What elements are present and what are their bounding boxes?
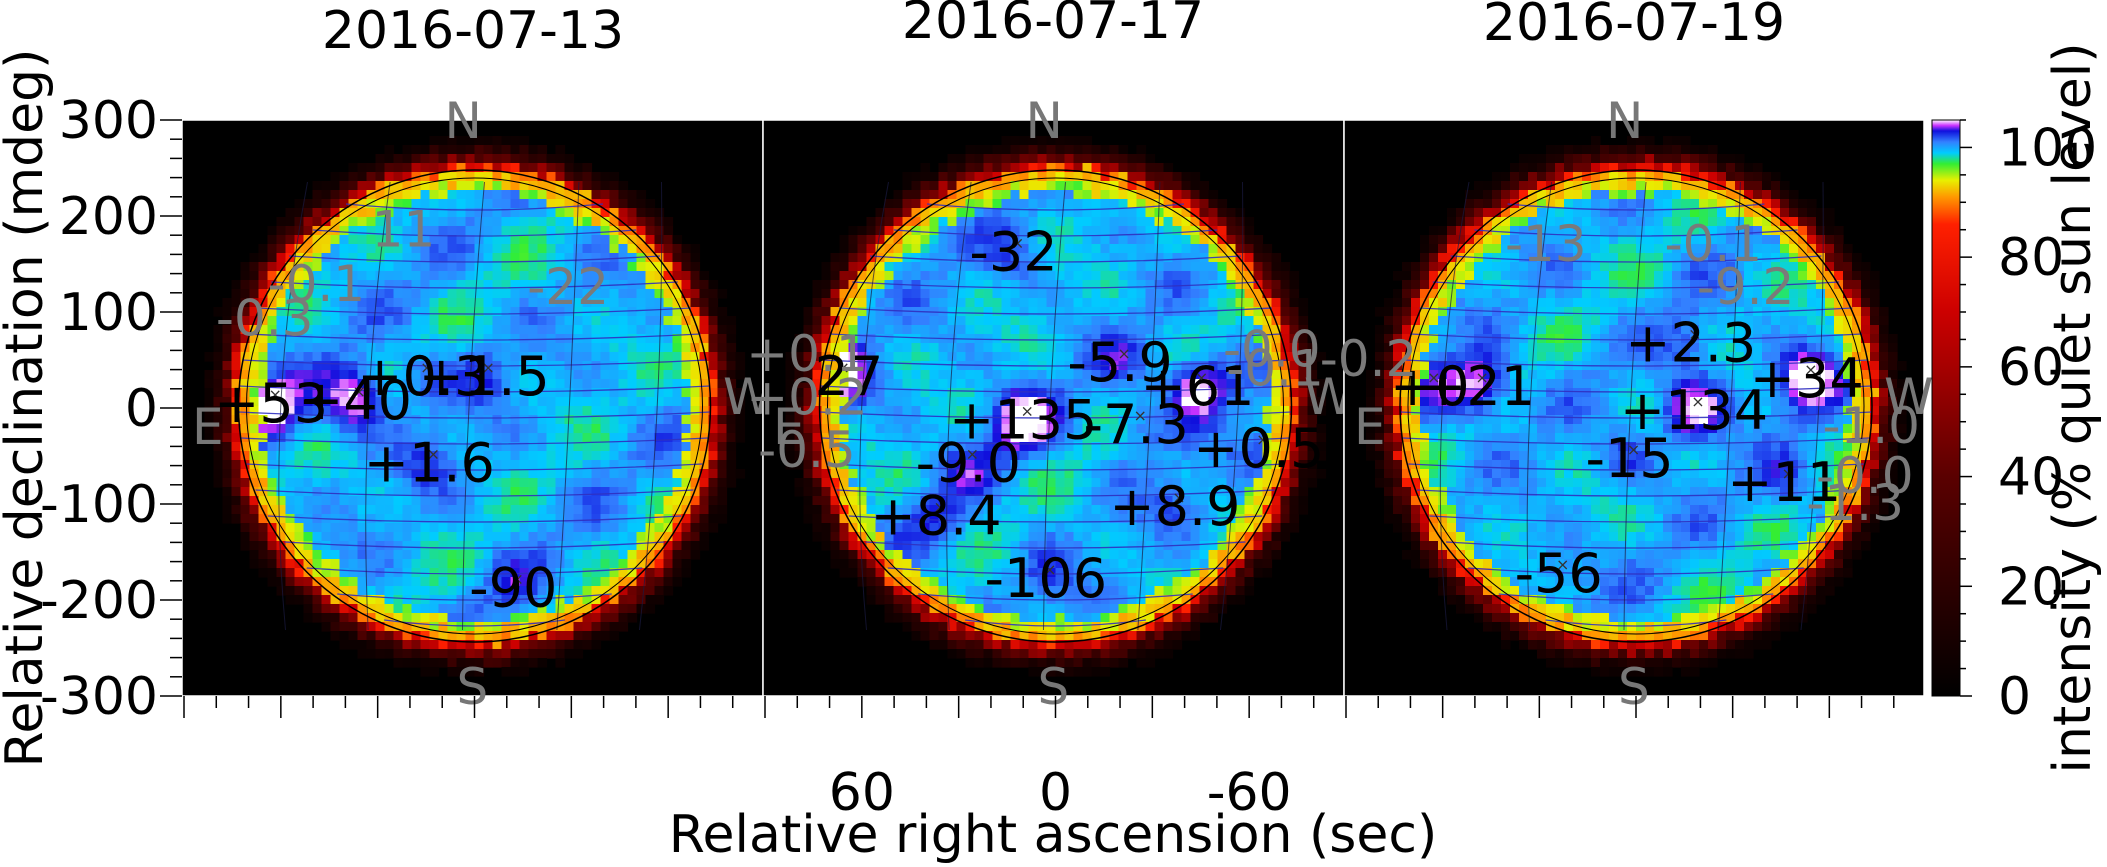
solar-limb	[237, 169, 712, 643]
active-region-label: -9.0	[916, 432, 1021, 495]
compass-label: S	[1038, 658, 1070, 716]
active-region-label: +8.4	[871, 484, 1002, 547]
minor-region-label: -0.0	[1816, 447, 1914, 505]
active-region-label: +61	[1141, 355, 1255, 418]
minor-region-label: -0.0	[1223, 320, 1321, 378]
compass-label: W	[1884, 368, 1933, 426]
active-region-label: +1.5	[419, 345, 550, 408]
y-tick-label: -300	[40, 667, 158, 727]
active-region-label: +40	[298, 369, 412, 432]
svg-text:×: ×	[481, 358, 494, 377]
svg-text:×: ×	[352, 382, 365, 401]
colorbar-tick-label: 0	[1998, 667, 2031, 727]
y-tick-label: 200	[59, 187, 158, 247]
minor-region-label: -0.3	[216, 290, 314, 348]
colorbar-tick-label: 20	[1998, 557, 2064, 617]
compass-label: N	[445, 92, 482, 150]
colorbar-label: intensity (% quiet sun level)	[2043, 43, 2103, 774]
compass-label: S	[457, 658, 489, 716]
minor-region-label: +0.2	[746, 368, 867, 426]
svg-text:×: ×	[268, 385, 281, 404]
compass-label: E	[773, 398, 805, 456]
compass-label: S	[1618, 658, 1650, 716]
y-tick-label: 100	[59, 283, 158, 343]
panel-title-1: 2016-07-13	[322, 1, 624, 61]
panel-title-2: 2016-07-17	[902, 0, 1204, 51]
active-region-label: -15	[1585, 427, 1673, 490]
minor-region-label: -1.3	[1806, 474, 1904, 532]
active-region-label: +135	[949, 388, 1097, 451]
minor-region-label: +0.1	[746, 325, 867, 383]
active-region-label: -90	[469, 556, 557, 619]
colorbar: 0 20 40 60 80 100	[1931, 118, 2097, 727]
active-region-label: +2.3	[1625, 312, 1756, 375]
active-region-label: +134	[1620, 379, 1768, 442]
minor-region-label: -0.2	[1320, 330, 1418, 388]
y-axis-label: Relative declination (mdeg)	[0, 49, 55, 768]
minor-region-label: -13	[1505, 215, 1587, 273]
solar-limb	[818, 169, 1293, 643]
minor-region-label: -9.2	[1697, 258, 1795, 316]
y-tick-label: 0	[125, 379, 158, 439]
x-axis-label: Relative right ascension (sec)	[669, 805, 1438, 865]
active-region-label: -106	[985, 547, 1108, 610]
minor-region-label: -0.1	[1226, 340, 1324, 398]
active-region-label: +0	[1390, 355, 1470, 418]
compass-label: N	[1026, 92, 1063, 150]
colorbar-tick-label: 40	[1998, 448, 2064, 508]
solar-limb	[1399, 169, 1873, 643]
svg-text:×: ×	[511, 569, 524, 588]
compass-label: N	[1606, 92, 1643, 150]
active-region-label: -56	[1515, 542, 1603, 605]
active-region-label: +11	[1727, 451, 1841, 514]
colorbar-tick-label: 80	[1998, 228, 2064, 288]
compass-label: E	[192, 398, 224, 456]
minor-region-label: -22	[527, 258, 609, 316]
svg-text:×: ×	[420, 358, 433, 377]
active-region-label: +0.3	[357, 345, 488, 408]
y-tick-label: 300	[59, 91, 158, 151]
minor-region-label: -1.0	[1822, 397, 1920, 455]
active-region-label: -5.9	[1067, 331, 1172, 394]
minor-region-label: -0.1	[268, 255, 366, 313]
minor-region-label: 11	[372, 200, 436, 258]
y-axis: 300 200 100 0 -100 -200 -300	[40, 91, 182, 727]
active-region-label: +21	[1421, 355, 1535, 418]
y-tick-label: -200	[40, 571, 158, 631]
svg-text:×: ×	[427, 445, 440, 464]
colorbar-tick-label: 100	[1998, 118, 2097, 178]
panel-frame	[1343, 119, 1925, 697]
colorbar-gradient	[1931, 119, 1961, 697]
active-region-label: +1.6	[364, 432, 495, 495]
colorbar-tick-label: 60	[1998, 338, 2064, 398]
panel-title-3: 2016-07-19	[1483, 0, 1785, 53]
x-tick-label: -60	[1207, 763, 1292, 823]
active-region-label: -32	[969, 220, 1057, 283]
x-tick-label: 0	[1039, 763, 1072, 823]
minor-region-label: -0.1	[1665, 215, 1763, 273]
active-region-label: +8.9	[1109, 475, 1240, 538]
x-tick-label: 60	[829, 763, 895, 823]
y-tick-label: -100	[40, 475, 158, 535]
active-region-label: +53	[214, 372, 328, 435]
x-axis: 60 0 -60	[183, 696, 1895, 823]
active-region-label: -7.3	[1084, 393, 1189, 456]
minor-region-label: -0.5	[758, 421, 856, 479]
active-region-label: -27	[795, 345, 883, 408]
compass-label: E	[1354, 398, 1386, 456]
active-region-label: +34	[1750, 347, 1864, 410]
active-region-label: +0.5	[1193, 417, 1324, 480]
